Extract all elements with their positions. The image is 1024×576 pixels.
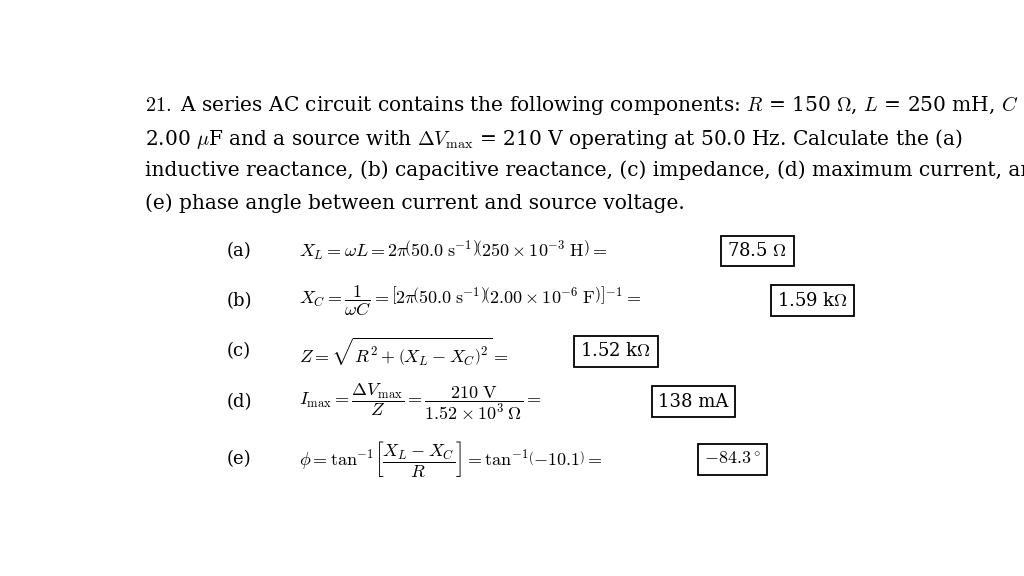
Text: $X_L = \omega L = 2\pi\!\left(50.0\;\mathrm{s}^{-1}\right)\!\left(250\times10^{-: $X_L = \omega L = 2\pi\!\left(50.0\;\mat… xyxy=(299,240,607,263)
Text: (e) phase angle between current and source voltage.: (e) phase angle between current and sour… xyxy=(145,194,685,213)
Text: (c): (c) xyxy=(227,342,251,360)
Text: $\phi = \tan^{-1}\!\left[\dfrac{X_L - X_C}{R}\right] = \tan^{-1}\!\left(-10.1\ri: $\phi = \tan^{-1}\!\left[\dfrac{X_L - X_… xyxy=(299,439,602,479)
Text: inductive reactance, (b) capacitive reactance, (c) impedance, (d) maximum curren: inductive reactance, (b) capacitive reac… xyxy=(145,160,1024,180)
Text: $I_{\mathrm{max}} = \dfrac{\Delta V_{\mathrm{max}}}{Z} = \dfrac{210\;\mathrm{V}}: $I_{\mathrm{max}} = \dfrac{\Delta V_{\ma… xyxy=(299,382,541,422)
Text: 2.00 $\mu$F and a source with $\Delta V_{\mathrm{max}}$ = 210 V operating at 50.: 2.00 $\mu$F and a source with $\Delta V_… xyxy=(145,127,964,151)
Text: 1.59 k$\Omega$: 1.59 k$\Omega$ xyxy=(777,291,848,310)
Text: 1.52 k$\Omega$: 1.52 k$\Omega$ xyxy=(581,342,651,360)
Text: (b): (b) xyxy=(226,291,252,310)
Text: 138 mA: 138 mA xyxy=(658,393,728,411)
Text: (a): (a) xyxy=(226,242,252,260)
Text: (e): (e) xyxy=(226,450,252,468)
Text: $-84.3^\circ$: $-84.3^\circ$ xyxy=(705,450,761,468)
Text: $X_C = \dfrac{1}{\omega C} = \left[2\pi\!\left(50.0\;\mathrm{s}^{-1}\right)\!\le: $X_C = \dfrac{1}{\omega C} = \left[2\pi\… xyxy=(299,283,641,318)
Text: (d): (d) xyxy=(226,393,252,411)
Text: $Z = \sqrt{R^2 + \left(X_L - X_C\right)^2} =$: $Z = \sqrt{R^2 + \left(X_L - X_C\right)^… xyxy=(299,335,508,367)
Text: 78.5 $\Omega$: 78.5 $\Omega$ xyxy=(727,242,787,260)
Text: $\mathbf{21.}$ A series AC circuit contains the following components: $R$ = 150 : $\mathbf{21.}$ A series AC circuit conta… xyxy=(145,93,1024,116)
